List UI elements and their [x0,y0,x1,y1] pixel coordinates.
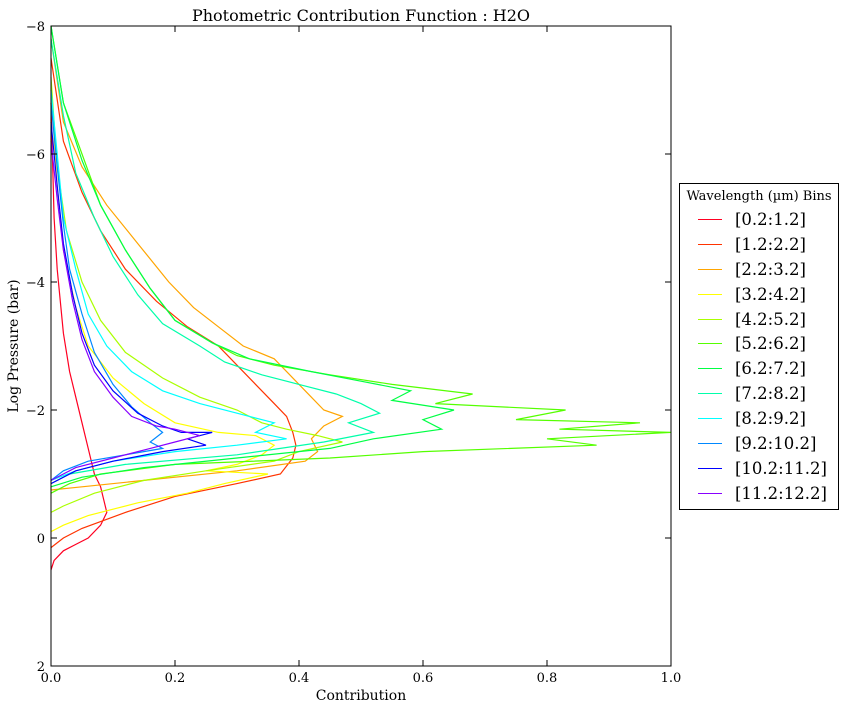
y-tick-label: 0 [37,532,45,547]
legend-label: [3.2:4.2] [735,284,806,304]
legend-swatch [698,492,722,494]
series-line-1-2-2-2 [50,57,297,549]
series-line-5-2-6-2 [50,25,672,494]
x-tick-label: 0.8 [537,671,558,686]
legend-label: [0.2:1.2] [735,209,806,229]
series-line-6-2-7-2 [50,25,455,488]
legend-item: [11.2:12.2] [680,481,838,506]
legend-label: [5.2:6.2] [735,334,806,354]
legend-item: [4.2:5.2] [680,307,838,332]
series-line-2-2-3-2 [50,38,344,491]
legend-label: [6.2:7.2] [735,359,806,379]
legend-label: [8.2:9.2] [735,409,806,429]
legend-item: [1.2:2.2] [680,232,838,257]
legend-item: [7.2:8.2] [680,381,838,406]
y-axis-label: Log Pressure (bar) [6,279,22,412]
legend-item: [9.2:10.2] [680,431,838,456]
legend-label: [7.2:8.2] [735,384,806,404]
plot-area-frame [50,25,672,667]
x-axis-label: Contribution [316,688,406,704]
series-line-4-2-5-2 [50,77,343,513]
legend-swatch [698,418,722,420]
legend-swatch [698,293,722,295]
series-line-0-2-1-2 [50,102,108,571]
legend-swatch [698,393,722,395]
legend-label: [9.2:10.2] [735,433,817,453]
series-line-11-2-12-2 [50,141,200,481]
legend-item: [10.2:11.2] [680,456,838,481]
legend-item: [0.2:1.2] [680,207,838,232]
legend-label: [11.2:12.2] [735,483,827,503]
legend-label: [1.2:2.2] [735,234,806,254]
series-line-3-2-4-2 [50,89,276,533]
legend-swatch [698,218,722,220]
y-tick-label: 2 [37,660,45,675]
x-tick-label: 0.6 [413,671,434,686]
chart-title: Photometric Contribution Function : H2O [192,6,530,25]
series-line-8-2-9-2 [50,89,287,481]
legend-swatch [698,318,722,320]
legend-item: [3.2:4.2] [680,282,838,307]
x-tick-label: 0.2 [165,671,186,686]
legend-items: [0.2:1.2] [1.2:2.2] [2.2:3.2] [3.2:4.2] [4.2… [680,207,838,506]
legend-label: [2.2:3.2] [735,259,806,279]
series-lines [50,25,672,571]
y-tick-label: −6 [26,148,45,163]
legend-item: [5.2:6.2] [680,331,838,356]
legend-swatch [698,368,722,370]
legend-label: [4.2:5.2] [735,309,806,329]
y-tick-label: −4 [26,276,45,291]
legend-swatch [698,467,722,469]
legend-item: [2.2:3.2] [680,257,838,282]
legend: Wavelength (µm) Bins [0.2:1.2] [1.2:2.2][… [679,183,839,510]
series-line-9-2-10-2 [50,102,165,481]
legend-swatch [698,268,722,270]
legend-item: [8.2:9.2] [680,406,838,431]
x-tick-label: 0.0 [41,671,62,686]
legend-item: [6.2:7.2] [680,356,838,381]
x-tick-label: 1.0 [661,671,682,686]
y-tick-label: −8 [26,20,45,35]
legend-swatch [698,343,722,345]
series-line-7-2-8-2 [50,38,382,485]
legend-swatch [698,243,722,245]
legend-swatch [698,442,722,444]
x-tick-label: 0.4 [289,671,310,686]
y-tick-label: −2 [26,404,45,419]
axis-ticks: 0.0 0.2 0.4 0.6 0.8 1.0 −8 −6 −4 −2 0 2 [26,20,682,686]
legend-label: [10.2:11.2] [735,458,827,478]
legend-title: Wavelength (µm) Bins [686,189,832,204]
series-line-10-2-11-2 [50,121,213,485]
